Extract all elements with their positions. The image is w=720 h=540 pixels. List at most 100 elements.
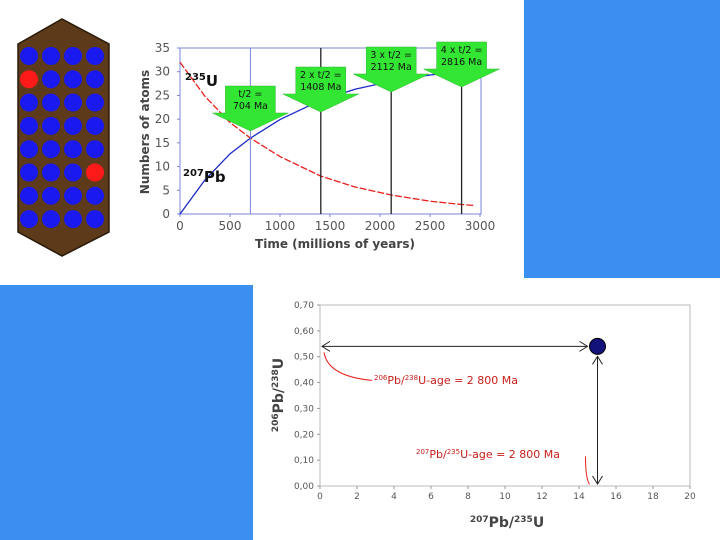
half-life-lines <box>249 48 463 214</box>
atom-blue <box>64 47 82 65</box>
atom-blue <box>86 140 104 159</box>
series-label-pb207-main: Pb <box>204 168 226 186</box>
atom-blue <box>64 186 82 205</box>
annotation-207-235: 207Pb/235U-age = 2 800 Ma <box>416 448 560 461</box>
atom-blue <box>86 210 104 229</box>
a2-tail: U-age = 2 800 Ma <box>460 448 560 461</box>
annotation-leader-207 <box>585 456 590 485</box>
concordia-arrows <box>321 337 606 485</box>
decay-y-tick: 35 <box>155 41 170 55</box>
atom-blue <box>42 70 60 89</box>
atom-grid <box>20 47 104 229</box>
decay-y-tick: 0 <box>162 207 170 221</box>
concordia-x-tick: 20 <box>684 492 696 502</box>
concordia-x-tick: 16 <box>610 492 622 502</box>
atom-blue <box>42 210 60 229</box>
half-life-arrow-label: 2112 Ma <box>371 62 412 73</box>
decay-plot-area <box>179 47 482 215</box>
concordia-y-tick: 0,00 <box>294 482 314 492</box>
half-life-arrow-label: t/2 = <box>238 89 262 100</box>
atom-blue <box>20 93 38 112</box>
atom-blue <box>42 163 60 182</box>
half-life-arrow-label: 2 x t/2 = <box>300 70 342 81</box>
cy-end: U <box>271 358 287 369</box>
a1-sup1: 206 <box>374 374 388 382</box>
concordia-x-tick: 4 <box>391 492 397 502</box>
concordia-y-tick: 0,10 <box>294 456 314 466</box>
atom-blue <box>42 47 60 65</box>
cy-mid: Pb/ <box>271 387 287 413</box>
a2-mid: Pb/ <box>429 448 447 461</box>
concordia-x-tick: 10 <box>499 492 511 502</box>
decay-y-axis-title: Numbers of atoms <box>138 70 152 194</box>
vertical-arrow-head-top <box>592 355 603 365</box>
series-label-u235-sup: 235 <box>185 72 206 83</box>
horizontal-arrow-head-right <box>579 340 589 352</box>
concordia-y-tick: 0,50 <box>294 353 314 363</box>
cx-sup1: 207 <box>470 515 489 525</box>
concordia-x-tick: 12 <box>536 492 547 502</box>
concordia-y-tick: 0,40 <box>294 379 314 389</box>
concordia-tick-labels: 0 2 4 6 8 10 12 14 16 18 20 0,00 0,10 0,20 0,30 0,40 0,5… <box>294 301 696 502</box>
atom-blue <box>86 93 104 112</box>
decay-x-tick: 3000 <box>465 219 496 233</box>
annotation-206-238: 206Pb/238U-age = 2 800 Ma <box>374 374 518 387</box>
series-pb207-line <box>179 70 476 215</box>
decay-x-tick: 500 <box>219 219 242 233</box>
atom-blue <box>20 186 38 205</box>
decay-y-tick: 30 <box>155 65 170 79</box>
concordia-plot-area <box>319 304 691 487</box>
decay-y-tick: 25 <box>155 88 170 102</box>
concordia-y-tick: 0,70 <box>294 301 314 311</box>
background-blue-bottom <box>0 285 253 540</box>
cx-end: U <box>533 515 544 531</box>
decay-x-tick: 1500 <box>315 219 346 233</box>
a1-sup2: 238 <box>405 374 418 382</box>
half-life-arrow <box>282 66 359 113</box>
series-label-pb207-sup: 207 <box>183 168 204 179</box>
atom-blue <box>20 163 38 182</box>
half-life-arrow-label: 4 x t/2 = <box>441 45 483 56</box>
atom-blue <box>20 47 38 65</box>
concordia-x-tick: 14 <box>573 492 585 502</box>
a1-mid: Pb/ <box>387 374 405 387</box>
cx-sup2: 235 <box>514 515 533 525</box>
series-label-u235-main: U <box>206 72 218 90</box>
atom-red <box>20 70 38 89</box>
half-life-arrow <box>212 85 289 132</box>
atom-blue <box>64 140 82 159</box>
series-u235-line <box>179 61 476 207</box>
background-blue-top <box>524 0 720 278</box>
decay-y-tick: 15 <box>155 136 170 150</box>
atom-blue <box>20 140 38 159</box>
concordia-y-tick: 0,20 <box>294 430 314 440</box>
concordia-x-tick: 6 <box>428 492 434 502</box>
concordia-y-axis-title: 206Pb/238U <box>271 358 287 432</box>
annotation-leader-206 <box>323 352 373 381</box>
decay-y-tick: 10 <box>155 160 170 174</box>
half-life-arrow-label: 2816 Ma <box>441 57 482 68</box>
cy-sup1: 206 <box>271 413 281 432</box>
decay-y-tick: 5 <box>162 183 170 197</box>
atom-red <box>86 163 104 182</box>
atom-blue <box>64 93 82 112</box>
half-life-arrow-label: 704 Ma <box>233 101 268 112</box>
atom-blue <box>64 210 82 229</box>
atom-blue <box>86 186 104 205</box>
half-life-arrow <box>423 41 500 88</box>
atom-blue <box>42 140 60 159</box>
decay-y-tick: 20 <box>155 112 170 126</box>
decay-x-axis-title: Time (millions of years) <box>255 237 415 251</box>
hexagon-container <box>17 18 110 257</box>
decay-x-tick: 1000 <box>265 219 296 233</box>
concordia-x-tick: 8 <box>465 492 471 502</box>
vertical-arrow-head-bottom <box>592 475 603 485</box>
concordia-y-tick: 0,60 <box>294 327 314 337</box>
decay-x-tick: 2000 <box>365 219 396 233</box>
series-label-pb207: 207Pb <box>183 168 226 186</box>
atom-blue <box>20 210 38 229</box>
decay-grid <box>177 47 481 217</box>
decay-x-tick: 0 <box>176 219 184 233</box>
a2-sup1: 207 <box>416 448 429 456</box>
decay-x-tick: 2500 <box>415 219 446 233</box>
